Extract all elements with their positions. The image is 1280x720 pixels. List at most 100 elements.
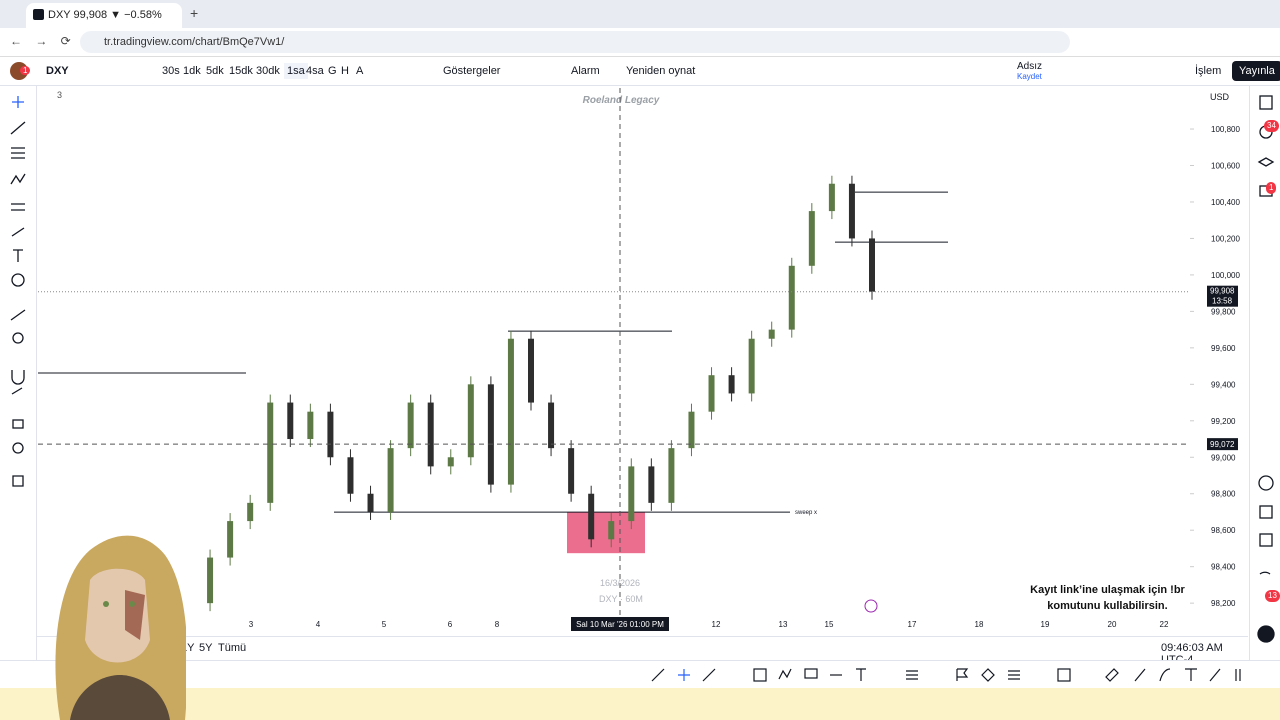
- publish[interactable]: Yayınla: [1232, 61, 1280, 81]
- candle: [628, 466, 635, 522]
- candle: [588, 493, 595, 540]
- interval[interactable]: 1dk: [183, 65, 201, 77]
- x-tick-label: 17: [908, 620, 917, 629]
- url[interactable]: tr.tradingview.com/chart/BmQe7Vw1/: [80, 31, 1070, 53]
- candle: [287, 402, 294, 440]
- sweep-label: sweep x: [795, 510, 817, 516]
- candle: [387, 448, 394, 512]
- x-tick-label: 6: [448, 620, 453, 629]
- y-tick-label: 98,600: [1211, 526, 1236, 535]
- interval[interactable]: 30dk: [256, 65, 280, 77]
- alarm[interactable]: Alarm: [571, 65, 600, 77]
- interval[interactable]: 5dk: [206, 65, 224, 77]
- y-tick-label: 99,800: [1211, 307, 1236, 316]
- new-tab[interactable]: +: [190, 5, 199, 21]
- left-toolbar: [0, 86, 37, 660]
- replay[interactable]: Yeniden oynat: [626, 65, 696, 77]
- event-icon[interactable]: [864, 599, 878, 613]
- interval[interactable]: 15dk: [229, 65, 253, 77]
- range-button[interactable]: 5Y: [199, 642, 213, 654]
- x-tick-label: 8: [495, 620, 500, 629]
- interval[interactable]: 1sa: [284, 63, 308, 79]
- x-tick-label: 3: [249, 620, 254, 629]
- candle: [548, 402, 555, 449]
- candle: [247, 502, 254, 522]
- x-tick-label: 13: [779, 620, 788, 629]
- y-tick-label: 100,400: [1211, 198, 1240, 207]
- last-price-label: 99,908: [1210, 287, 1235, 296]
- drawing-icons: [651, 668, 1241, 682]
- overlay-message: Kayıt link’ine ulaşmak için !br komutunu…: [1000, 582, 1215, 614]
- symbol[interactable]: DXY: [46, 65, 69, 77]
- crosshair-price-badge: [1207, 438, 1238, 451]
- countdown: 13:58: [1212, 297, 1233, 306]
- overlay-line: komutunu kullabilirsin.: [1047, 600, 1168, 612]
- y-tick-label: 99,200: [1211, 417, 1236, 426]
- chart[interactable]: Roeland Legacy 3 USD 16/3/2026 DXY · 60M…: [36, 86, 1249, 636]
- save[interactable]: Kaydet: [1017, 72, 1042, 81]
- y-tick-label: 98,400: [1211, 563, 1236, 572]
- candle: [487, 384, 494, 485]
- candle: [768, 329, 775, 339]
- chat-badge: 1: [1266, 182, 1277, 194]
- candle: [808, 211, 815, 266]
- x-tick-label: 19: [1041, 620, 1050, 629]
- y-tick-label: 100,200: [1211, 234, 1240, 243]
- interval[interactable]: H: [341, 65, 349, 77]
- alerts-badge: 13: [1265, 590, 1280, 602]
- y-tick-label: 99,000: [1211, 453, 1236, 462]
- notification-badge: 34: [1264, 120, 1279, 132]
- x-tick-label: 4: [316, 620, 321, 629]
- chart-toolbar: DXY 30s 1dk 5dk 15dk 30dk 1sa 4sa G H A Göstergel…: [0, 57, 1280, 86]
- candle: [447, 457, 454, 467]
- candle: [367, 493, 374, 512]
- candle: [728, 375, 735, 394]
- crosshair-time-label: Sal 10 Mar '26 01:00 PM: [576, 620, 664, 629]
- candle: [828, 183, 835, 212]
- y-tick-label: 99,400: [1211, 380, 1236, 389]
- candle: [267, 402, 274, 503]
- candle: [307, 411, 314, 440]
- crosshair-price-label: 99,072: [1210, 440, 1235, 449]
- y-tick-label: 100,000: [1211, 271, 1240, 280]
- candle: [668, 448, 675, 503]
- interval[interactable]: 30s: [162, 65, 180, 77]
- currency[interactable]: USD: [1210, 92, 1230, 102]
- candle: [608, 521, 615, 540]
- x-tick-label: 20: [1108, 620, 1117, 629]
- tab-bar: DXY 99,908 ▼ −0.58% Adsız +: [0, 0, 1280, 45]
- interval[interactable]: A: [356, 65, 364, 77]
- candle: [207, 557, 214, 604]
- layout-name[interactable]: Adsız: [1017, 61, 1043, 72]
- y-tick-label: 100,800: [1211, 125, 1240, 134]
- candle: [507, 338, 514, 485]
- x-tick-label: 15: [825, 620, 834, 629]
- right-sidebar: 34 1 13: [1249, 86, 1280, 660]
- candle: [788, 265, 795, 330]
- range-button[interactable]: Tümü: [218, 642, 247, 654]
- candle: [869, 238, 875, 292]
- tab-icon: [33, 9, 44, 20]
- streamer-avatar: [40, 520, 186, 720]
- candle: [327, 411, 334, 458]
- tab[interactable]: DXY 99,908 ▼ −0.58% Adsız: [26, 3, 182, 45]
- address-bar: ← → ⟳ tr.tradingview.com/chart/BmQe7Vw1/: [0, 28, 1280, 57]
- candle: [347, 457, 354, 494]
- layers-count[interactable]: 3: [57, 90, 62, 100]
- watermark: Roeland Legacy: [583, 95, 660, 106]
- profile-badge-wrap: 1: [20, 60, 31, 78]
- trade[interactable]: İşlem: [1195, 65, 1222, 77]
- tool-icons: [10, 96, 26, 487]
- bottom-banner: [0, 688, 1280, 720]
- interval[interactable]: 4sa: [306, 65, 324, 77]
- interval[interactable]: G: [328, 65, 337, 77]
- nav-buttons[interactable]: ← → ⟳: [10, 34, 71, 48]
- y-tick-label: 98,200: [1211, 599, 1236, 608]
- x-tick-label: 12: [712, 620, 721, 629]
- x-tick-label: 5: [382, 620, 387, 629]
- candle: [848, 183, 855, 239]
- indicators[interactable]: Göstergeler: [443, 65, 501, 77]
